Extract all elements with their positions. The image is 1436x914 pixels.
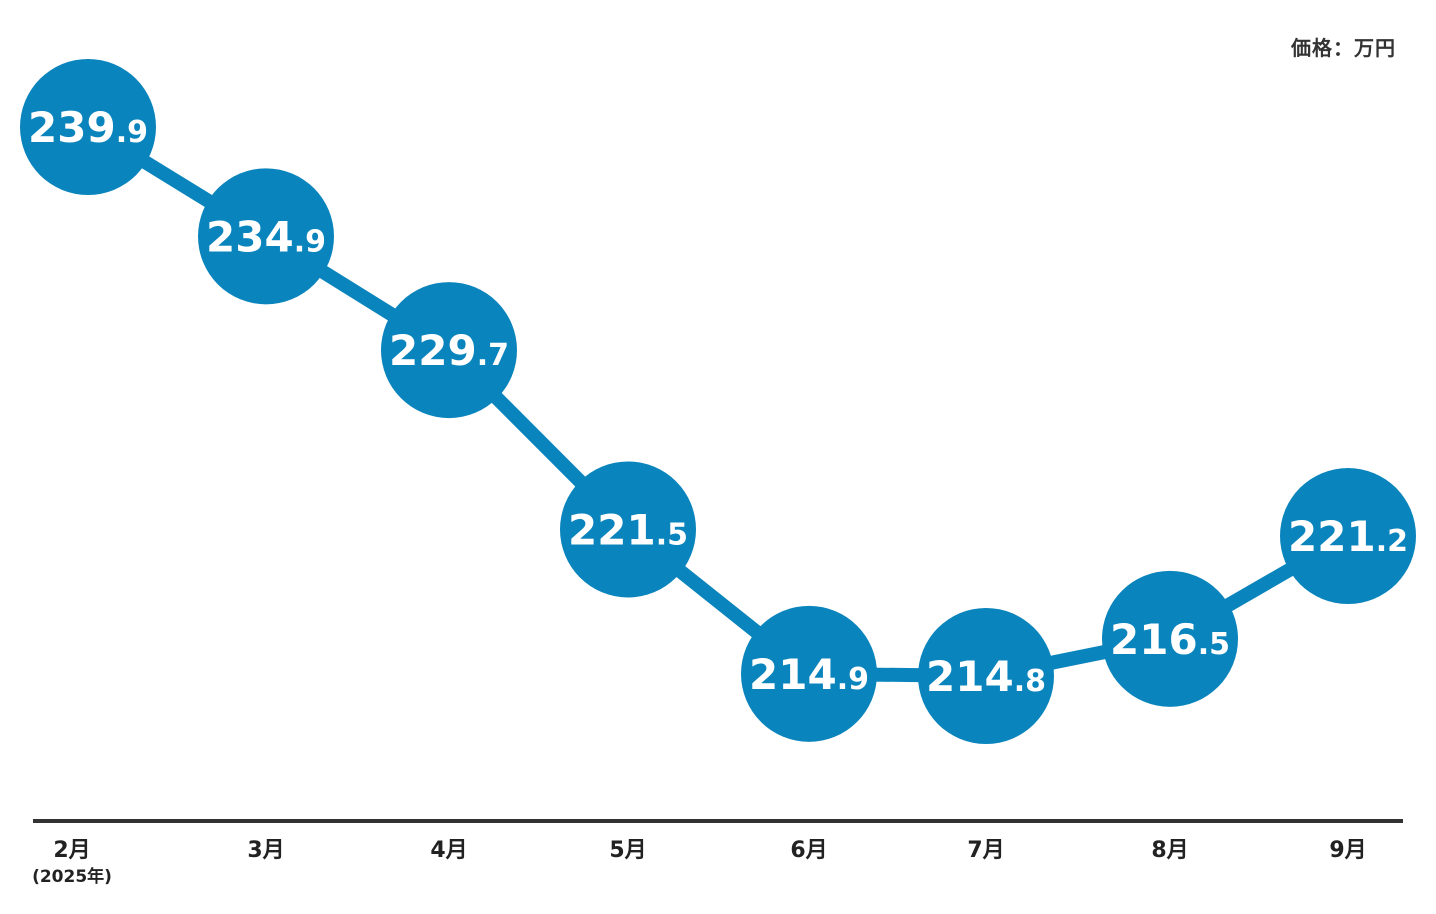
data-label-7: 216.5 xyxy=(1110,615,1230,664)
data-label-8: 221.2 xyxy=(1288,512,1408,561)
data-points-group: 239.9 234.9 229.7 221.5 214.9 214.8 216.5 221.2 xyxy=(20,59,1416,744)
data-point-7 xyxy=(1102,570,1238,707)
data-point-2 xyxy=(198,168,334,305)
data-label-6: 214.8 xyxy=(926,652,1046,701)
x-tick-label-1: 2月 xyxy=(53,838,90,863)
data-point-4 xyxy=(560,461,696,598)
data-point-8 xyxy=(1280,468,1416,605)
x-tick-label-8: 9月 xyxy=(1329,838,1366,863)
x-tick-label-4: 5月 xyxy=(609,838,646,863)
x-tick-label-3: 4月 xyxy=(430,838,467,863)
data-label-2: 234.9 xyxy=(206,212,326,261)
data-label-1: 239.9 xyxy=(28,103,148,152)
data-label-3: 229.7 xyxy=(389,326,509,375)
data-label-4: 221.5 xyxy=(568,505,688,554)
unit-label: 価格：万円 xyxy=(1291,36,1396,60)
data-point-1 xyxy=(20,59,156,195)
data-label-5: 214.9 xyxy=(749,650,869,699)
data-point-5 xyxy=(741,605,877,742)
x-tick-label-7: 8月 xyxy=(1151,838,1188,863)
x-tick-label-5: 6月 xyxy=(790,838,827,863)
x-tick-label-6: 7月 xyxy=(967,838,1004,863)
data-point-3 xyxy=(381,282,517,419)
data-point-6 xyxy=(918,608,1054,744)
x-axis-labels: 2月 3月 4月 5月 6月 7月 8月 9月 (2025年) xyxy=(32,838,1367,887)
x-tick-year-note: (2025年) xyxy=(32,866,112,887)
x-tick-label-2: 3月 xyxy=(247,838,284,863)
